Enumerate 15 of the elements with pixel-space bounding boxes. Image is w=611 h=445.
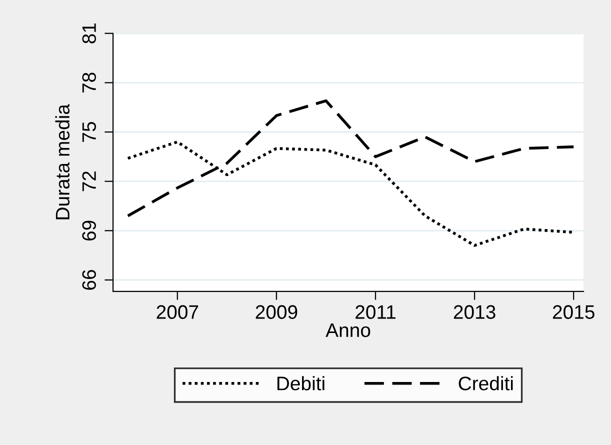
x-axis-title: Anno (326, 324, 370, 338)
y-tick-label: 66 (82, 270, 96, 290)
y-tick-label: 72 (82, 171, 96, 192)
y-axis-title: Durata media (55, 104, 70, 220)
x-tick-label: 2009 (256, 305, 298, 319)
x-tick-label: 2011 (356, 305, 396, 319)
x-tick-label: 2007 (156, 305, 198, 319)
legend-label: Crediti (458, 376, 513, 390)
legend-label: Debiti (277, 376, 324, 390)
y-tick-label: 78 (82, 72, 96, 93)
y-tick-label: 69 (82, 220, 96, 240)
y-tick-label: 81 (82, 24, 96, 44)
x-tick-label: 2013 (454, 305, 496, 319)
y-tick-label: 75 (82, 122, 96, 142)
x-tick-label: 2015 (552, 305, 594, 319)
